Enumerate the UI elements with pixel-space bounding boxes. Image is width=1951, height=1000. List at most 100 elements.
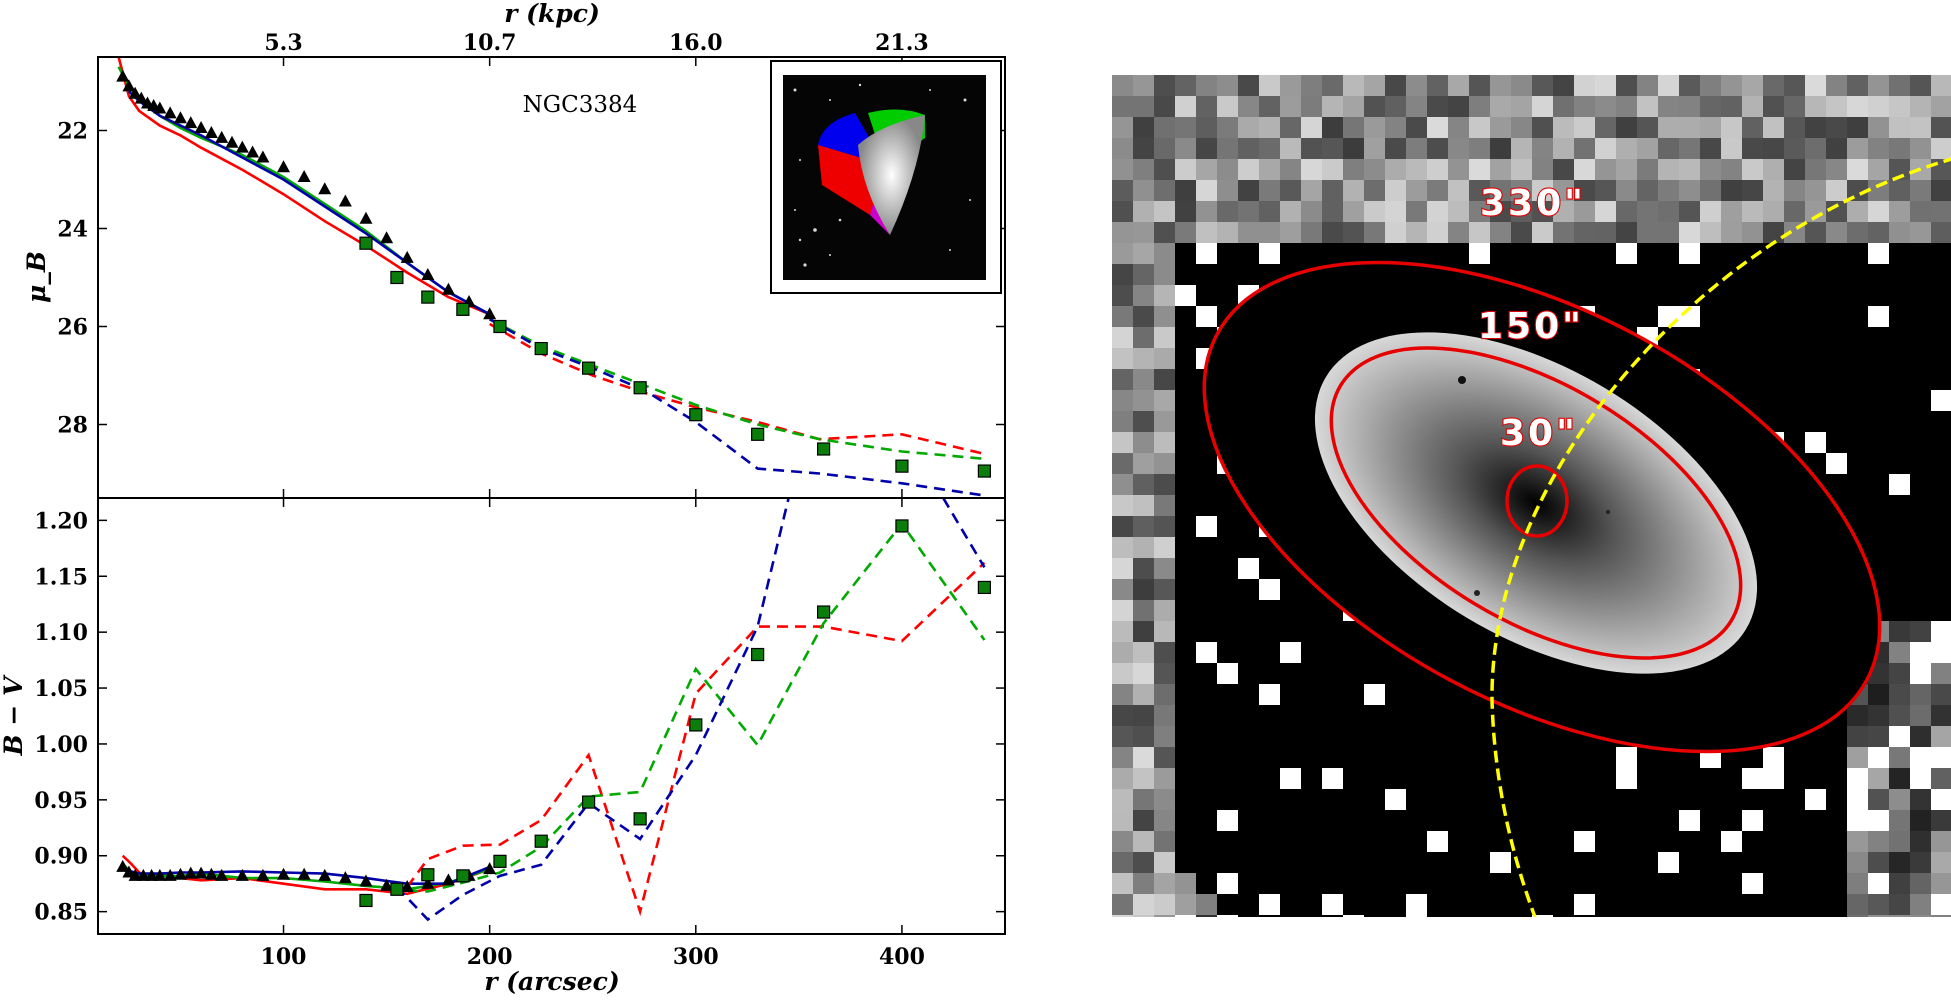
bottom-triangle-point [163, 868, 177, 881]
top-square-point [390, 270, 404, 285]
galaxy-label: NGC3384 [523, 92, 638, 118]
bottom-triangle-point [235, 868, 249, 881]
top-kpc-tick-label: 16.0 [669, 30, 723, 56]
top-series-3 [489, 322, 985, 456]
top-triangle-point [246, 145, 260, 158]
ring-label-330: 330" [1480, 183, 1586, 224]
bottom-triangle-point [380, 878, 394, 891]
bottom-xtick-label: 400 [879, 944, 925, 970]
bottom-square-point [456, 869, 470, 883]
bottom-triangle-point [359, 874, 373, 887]
bottom-square-point [751, 647, 765, 662]
top-ytick-label: 22 [57, 119, 88, 145]
galaxy-image-panel: 330" 150" 30" [1112, 75, 1951, 917]
top-square-point [689, 408, 703, 422]
top-triangle-point [116, 69, 130, 82]
top-triangle-point [256, 150, 270, 163]
bottom-y-axis-title: B − V [0, 674, 28, 756]
top-triangle-point [338, 194, 352, 207]
top-square-point [359, 236, 373, 250]
top-triangle-point [235, 140, 249, 153]
sector-inset [770, 60, 1002, 294]
bottom-triangle-point [184, 866, 198, 879]
top-square-point [493, 319, 507, 334]
top-series-4 [489, 318, 985, 461]
bottom-ytick-label: 0.90 [34, 844, 88, 870]
top-triangle-point [215, 130, 229, 143]
bottom-triangle-point [277, 867, 291, 880]
bottom-triangle-point [128, 868, 142, 881]
top-triangle-point [163, 106, 177, 119]
bottom-ytick-label: 1.15 [34, 564, 88, 590]
top-square-point [977, 464, 991, 478]
ring-330 [1202, 260, 1882, 754]
bottom-ytick-label: 0.95 [34, 788, 88, 814]
bottom-square-point [895, 519, 909, 533]
top-triangle-point [122, 79, 136, 92]
bottom-triangle-point [173, 867, 187, 880]
isophote-rings [1202, 260, 1882, 754]
bottom-triangle-point [204, 867, 218, 880]
bottom-triangle-point [400, 880, 414, 893]
top-triangle-point [134, 91, 148, 104]
bottom-square-point [977, 580, 991, 595]
top-square-point [582, 361, 596, 375]
bottom-xtick-label: 300 [673, 944, 719, 970]
bottom-square-point [421, 868, 435, 882]
top-triangle-point [400, 250, 414, 263]
top-square-point [633, 381, 647, 395]
top-triangle-point [225, 135, 239, 148]
bottom-triangle-point [318, 868, 332, 881]
ring-150 [1329, 346, 1743, 660]
top-square-point [895, 459, 909, 473]
bottom-triangle-point [421, 876, 435, 889]
x-axis-title: r (arcsec) [484, 967, 619, 996]
top-kpc-tick-label: 10.7 [463, 30, 517, 56]
ring-label-30: 30" [1500, 413, 1578, 454]
top-triangle-point [483, 307, 497, 320]
bottom-square-point [816, 605, 831, 619]
top-ytick-label: 26 [57, 315, 88, 341]
bottom-triangle-point [297, 867, 311, 880]
top-triangle-point [421, 268, 435, 281]
bottom-triangle-point [194, 866, 208, 879]
top-series-2 [128, 90, 491, 316]
top-square-point [456, 302, 470, 316]
bottom-triangle-point [136, 868, 150, 881]
bottom-triangle-point [483, 862, 497, 875]
top-triangle-point [194, 121, 208, 134]
bottom-xtick-label: 100 [261, 944, 307, 970]
ring-30 [1505, 464, 1569, 538]
ring-label-150: 150" [1478, 306, 1584, 347]
top-triangle-point [173, 111, 187, 124]
bottom-ytick-label: 0.85 [34, 900, 88, 926]
top-square-point [421, 290, 435, 304]
bottom-ytick-label: 1.00 [34, 732, 88, 758]
bottom-ytick-label: 1.20 [34, 508, 88, 534]
bottom-triangle-point [116, 859, 130, 872]
bottom-square-point [390, 882, 404, 896]
galaxy-model [1204, 262, 1880, 752]
bottom-triangle-point [441, 873, 455, 886]
top-triangle-point [277, 160, 291, 173]
top-triangle-point [128, 86, 142, 99]
top-kpc-tick-label: 21.3 [875, 30, 929, 56]
bottom-ytick-label: 1.05 [34, 676, 88, 702]
top-triangle-point [184, 116, 198, 129]
bottom-square-point [493, 854, 507, 868]
top-ytick-label: 24 [57, 217, 88, 243]
bottom-ytick-label: 1.10 [34, 620, 88, 646]
bottom-triangle-point [215, 868, 229, 881]
bottom-triangle-point [145, 868, 159, 881]
top-triangle-point [359, 211, 373, 224]
top-square-point [751, 427, 765, 441]
bottom-square-point [359, 893, 373, 908]
color-index-panel: 0.85 0.90 0.95 1.00 1.05 1.10 1.15 1.20 100 200 30… [0, 497, 1006, 996]
bottom-square-point [689, 718, 703, 732]
bottom-xtick-label: 200 [467, 944, 513, 970]
top-triangle-point [318, 182, 332, 195]
bottom-series-3 [406, 561, 986, 917]
bottom-panel-frame [97, 497, 1006, 935]
